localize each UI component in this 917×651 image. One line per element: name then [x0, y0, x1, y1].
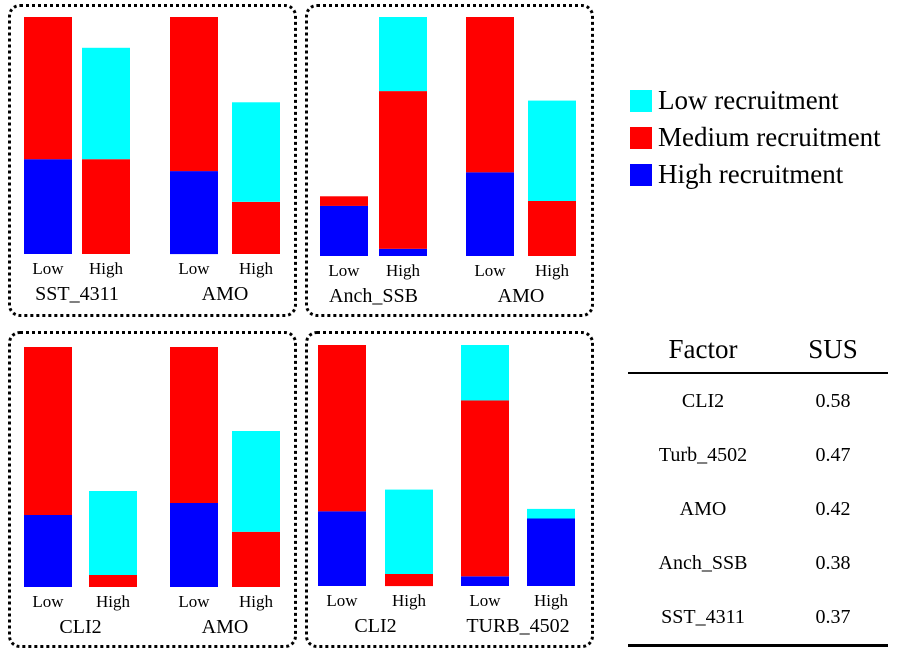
tick-label: High	[386, 261, 421, 280]
bar-segment-high	[24, 159, 72, 254]
category-label: SST_4311	[35, 283, 119, 305]
sus-cell: 0.37	[778, 590, 888, 647]
legend-item-high: High recruitment	[630, 156, 881, 193]
bar-segment-medium	[24, 17, 72, 160]
bar-segment-medium	[466, 17, 514, 173]
bar-segment-medium	[24, 347, 72, 515]
bar-segment-low	[232, 102, 280, 202]
tick-label: High	[535, 261, 570, 280]
bar-segment-medium	[318, 345, 366, 512]
tick-label: Low	[328, 261, 360, 280]
factor-cell: CLI2	[681, 389, 725, 412]
legend: Low recruitment Medium recruitment High …	[630, 82, 881, 193]
tick-label: Low	[32, 259, 64, 278]
legend-item-medium: Medium recruitment	[630, 119, 881, 156]
table-row: SST_4311 0.37	[628, 590, 888, 647]
tick-label: High	[239, 259, 274, 278]
bar-segment-medium	[170, 17, 218, 172]
bar-segment-medium	[89, 575, 137, 587]
legend-label-medium: Medium recruitment	[658, 122, 881, 152]
bar-segment-high	[24, 515, 72, 587]
stacked-bar-chart: Low High SST_4311 Low High AMO Low High Anch_SSB…	[24, 17, 576, 638]
tick-label: Low	[326, 591, 358, 610]
bar-segment-high	[318, 511, 366, 586]
header-sus: SUS	[778, 326, 888, 374]
panel-3	[8, 331, 297, 648]
tick-label: Low	[178, 259, 210, 278]
bar-segment-low	[379, 17, 427, 92]
bar-segment-medium	[82, 159, 130, 254]
bar-segment-high	[379, 248, 427, 256]
tick-label: Low	[469, 591, 501, 610]
factor-cell: AMO	[679, 497, 727, 520]
bar-segment-medium	[232, 531, 280, 587]
bar-segment-medium	[232, 201, 280, 254]
sus-table: Factor SUS CLI2 0.58 Turb_4502 0.47 AMO …	[628, 326, 888, 647]
tick-label: High	[392, 591, 427, 610]
legend-swatch-high	[630, 163, 652, 186]
category-label: CLI2	[354, 615, 396, 637]
panel-4	[305, 331, 594, 648]
table-row: AMO 0.42	[628, 482, 888, 536]
table-row: Anch_SSB 0.38	[628, 536, 888, 590]
sus-cell: 0.47	[815, 443, 851, 466]
bar-segment-medium	[528, 201, 576, 256]
legend-item-low: Low recruitment	[630, 82, 881, 119]
factor-cell: SST_4311	[628, 590, 778, 647]
panel-1	[8, 4, 297, 317]
category-label: AMO	[202, 283, 249, 305]
bar-segment-medium	[385, 574, 433, 587]
tick-label: High	[96, 592, 131, 611]
bar-segment-high	[170, 503, 218, 587]
table-header-row: Factor SUS	[628, 326, 888, 374]
legend-label-low: Low recruitment	[658, 85, 839, 115]
bar-segment-low	[89, 491, 137, 575]
tick-label: High	[239, 592, 274, 611]
sus-cell: 0.38	[815, 551, 851, 574]
bar-segment-low	[527, 508, 575, 519]
bar-segment-high	[527, 518, 575, 586]
tick-label: Low	[474, 261, 506, 280]
category-label: Anch_SSB	[329, 285, 418, 307]
table-row: CLI2 0.58	[628, 373, 888, 428]
header-factor: Factor	[628, 326, 778, 374]
table-row: Turb_4502 0.47	[628, 428, 888, 482]
bar-segment-medium	[461, 400, 509, 577]
bar-segment-low	[232, 431, 280, 532]
factor-cell: Turb_4502	[658, 443, 748, 466]
tick-label: High	[534, 591, 569, 610]
category-label: TURB_4502	[466, 615, 569, 637]
tick-label: Low	[32, 592, 64, 611]
bar-segment-high	[170, 171, 218, 255]
category-label: CLI2	[59, 616, 101, 638]
sus-cell: 0.42	[815, 497, 851, 520]
bar-segment-medium	[320, 196, 368, 206]
category-label: AMO	[498, 285, 545, 307]
factor-cell: Anch_SSB	[658, 551, 748, 574]
tick-label: High	[89, 259, 124, 278]
bar-segment-low	[528, 100, 576, 201]
bar-segment-high	[320, 205, 368, 256]
category-label: AMO	[202, 616, 249, 638]
tick-label: Low	[178, 592, 210, 611]
bar-segment-medium	[379, 91, 427, 249]
sus-cell: 0.58	[815, 389, 851, 412]
bar-segment-medium	[170, 347, 218, 503]
bar-segment-high	[466, 172, 514, 256]
bar-segment-high	[461, 576, 509, 586]
panel-2	[305, 4, 594, 317]
legend-label-high: High recruitment	[658, 159, 844, 189]
legend-swatch-low	[630, 89, 652, 112]
bar-segment-low	[82, 47, 130, 160]
bar-segment-low	[461, 345, 509, 401]
bar-segment-low	[385, 489, 433, 574]
legend-swatch-medium	[630, 126, 652, 149]
